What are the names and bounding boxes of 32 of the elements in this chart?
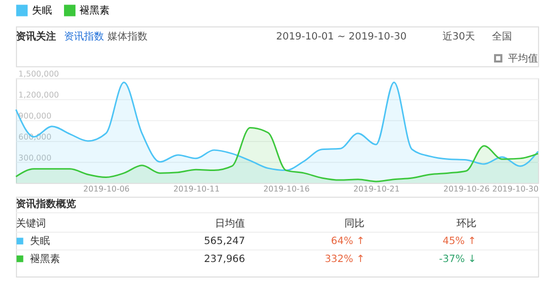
text: 日均值 — [215, 217, 246, 230]
chart-title: 资讯关注 — [16, 30, 56, 42]
text: 237,966 — [204, 254, 246, 265]
x-tick-label: 2019-10-06 — [83, 184, 130, 194]
text: 近30天 — [442, 30, 476, 42]
text: 环比 — [456, 217, 476, 230]
text: 褪黑素 — [30, 252, 60, 265]
y-tick-label: 900,000 — [18, 112, 52, 121]
text: 资讯指数 — [64, 30, 104, 42]
text: 失眠 — [30, 235, 50, 248]
x-tick-label: 2019-10-30 — [492, 184, 539, 194]
text: 同比 — [344, 217, 365, 230]
chart-subtitle: 2019-10-01 ~ 2019-10-30 — [276, 31, 407, 42]
text: 关键词 — [16, 217, 46, 230]
text: 332% ↑ — [324, 254, 365, 265]
y-tick-label: 1,500,000 — [18, 70, 59, 79]
text: 565,247 — [204, 236, 246, 248]
legend-label: 失眠 — [32, 4, 52, 16]
legend-label: 褪黑素 — [80, 4, 110, 16]
text: 平均值 — [508, 52, 538, 64]
text: 全国 — [492, 30, 512, 42]
text: 媒体指数 — [108, 30, 148, 42]
text: 资讯指数概览 — [16, 198, 76, 210]
y-tick-label: 300,000 — [18, 153, 52, 162]
x-tick-label: 2019-10-26 — [443, 184, 490, 194]
text: 64% ↑ — [331, 236, 365, 248]
y-tick-label: 1,200,000 — [18, 90, 59, 100]
text: 45% ↑ — [442, 236, 476, 248]
text: -37% ↓ — [439, 254, 476, 265]
x-tick-label: 2019-10-11 — [173, 184, 220, 194]
x-tick-label: 2019-10-16 — [263, 184, 310, 194]
x-tick-label: 2019-10-21 — [353, 184, 400, 194]
